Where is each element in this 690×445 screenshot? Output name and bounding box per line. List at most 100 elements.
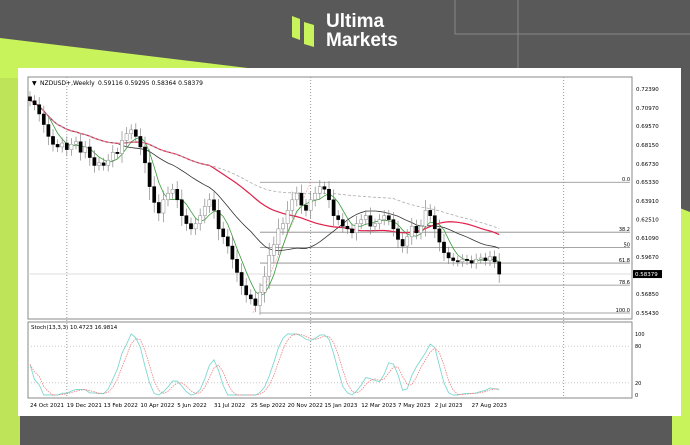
candle-body xyxy=(212,199,216,211)
candle-body xyxy=(419,225,423,234)
fib-level-label: 61.8 xyxy=(619,258,630,264)
candle-body xyxy=(396,228,400,240)
price-tick-label: 0.59670 xyxy=(636,255,659,261)
price-tick-label: 0.56850 xyxy=(636,292,659,298)
candle-body xyxy=(253,298,258,306)
candle-body xyxy=(345,225,350,230)
candle-body xyxy=(202,206,207,216)
candle-body xyxy=(207,199,212,207)
price-tick-label: 0.69570 xyxy=(636,124,659,130)
candle-body xyxy=(285,210,290,224)
candle-body xyxy=(271,244,276,256)
candle-body xyxy=(258,292,262,306)
candle-body xyxy=(120,140,124,154)
candle-body xyxy=(340,219,345,227)
dropdown-triangle-icon[interactable]: ▼ xyxy=(32,80,37,87)
fib-level-label: 78.6 xyxy=(619,280,630,286)
stoch-d-line xyxy=(29,333,500,396)
candle-body xyxy=(193,223,198,230)
candle-body xyxy=(198,215,203,224)
chart-panel: ▼ NZDUSD+,Weekly 0.59116 0.59295 0.58364… xyxy=(18,68,681,416)
fib-level-label: 100.0 xyxy=(616,308,630,314)
candle-body xyxy=(478,257,483,260)
candle-body xyxy=(64,142,69,150)
candle-body xyxy=(221,228,226,238)
time-tick-label: 31 Jul 2022 xyxy=(214,403,245,409)
candle-body xyxy=(428,210,433,216)
candle-body xyxy=(363,215,368,220)
candle-body xyxy=(179,199,184,216)
brand-logo: Ultima Markets xyxy=(292,12,398,50)
lime-strip-left xyxy=(0,60,20,445)
stoch-header: Stoch(13,3,3) 10.4723 16.9814 xyxy=(31,325,118,331)
fib-level-label: 0.0 xyxy=(622,177,630,183)
candle-body xyxy=(377,219,382,224)
candle-body xyxy=(442,241,446,253)
candle-body xyxy=(290,199,295,211)
long-ma-line xyxy=(29,100,500,230)
price-tick-label: 0.70970 xyxy=(636,106,659,112)
candle-body xyxy=(327,188,331,201)
candle-body xyxy=(106,159,111,166)
candle-body xyxy=(184,215,189,224)
candle-body xyxy=(115,152,120,154)
price-chart[interactable]: ▼ NZDUSD+,Weekly 0.59116 0.59295 0.58364… xyxy=(18,68,681,416)
candle-body xyxy=(248,294,253,300)
candle-body xyxy=(331,199,336,216)
candle-body xyxy=(455,260,460,263)
candle-body xyxy=(373,223,377,227)
candle-body xyxy=(92,157,97,166)
price-tick-label: 0.61090 xyxy=(636,236,659,242)
candle-body xyxy=(170,188,175,194)
time-tick-label: 24 Oct 2021 xyxy=(30,403,64,409)
candle-body xyxy=(317,186,322,194)
candle-body xyxy=(156,202,161,214)
time-tick-label: 27 Aug 2023 xyxy=(472,403,508,409)
frame-line-decor xyxy=(454,0,690,35)
candle-body xyxy=(313,192,318,201)
candle-body xyxy=(74,141,78,145)
candle-body xyxy=(423,210,428,227)
price-tick-label: 0.63910 xyxy=(636,199,659,205)
brand-name-line2: Markets xyxy=(326,30,398,51)
candle-body xyxy=(55,144,60,148)
time-tick-label: 25 Sep 2022 xyxy=(251,403,286,409)
stoch-tick-label: 20 xyxy=(635,381,641,387)
brand-name-line1: Ultima xyxy=(326,11,385,32)
candle-body xyxy=(152,186,157,203)
candle-body xyxy=(32,100,37,105)
candle-body xyxy=(189,223,193,230)
time-tick-label: 10 Apr 2022 xyxy=(140,403,174,409)
candle-body xyxy=(175,188,180,201)
candle-body xyxy=(308,199,313,211)
candle-body xyxy=(129,129,134,135)
candle-body xyxy=(368,215,373,227)
candle-body xyxy=(124,133,129,141)
candle-body xyxy=(483,257,488,261)
candle-body xyxy=(244,285,249,296)
candle-body xyxy=(78,141,83,153)
price-tick-label: 0.62510 xyxy=(636,217,659,223)
candle-body xyxy=(161,199,166,214)
candle-body xyxy=(437,228,442,243)
candle-body xyxy=(460,258,465,263)
candle-body xyxy=(83,146,88,153)
time-tick-label: 7 May 2023 xyxy=(398,403,431,409)
candle-body xyxy=(37,104,42,115)
candle-body xyxy=(133,129,138,137)
candle-body xyxy=(446,252,451,259)
candle-body xyxy=(216,210,221,230)
price-tick-label: 0.66730 xyxy=(636,162,659,168)
current-price-box xyxy=(633,270,662,279)
candle-body xyxy=(391,219,396,230)
candle-body xyxy=(492,256,497,263)
candle-body xyxy=(405,236,410,247)
candle-body xyxy=(386,215,391,220)
time-tick-label: 13 Feb 2022 xyxy=(104,403,138,409)
candle-body xyxy=(414,225,419,234)
candle-body xyxy=(46,124,51,137)
candle-body xyxy=(359,219,364,224)
candle-body xyxy=(60,142,65,148)
candle-body xyxy=(281,223,285,230)
candle-body xyxy=(354,223,359,234)
